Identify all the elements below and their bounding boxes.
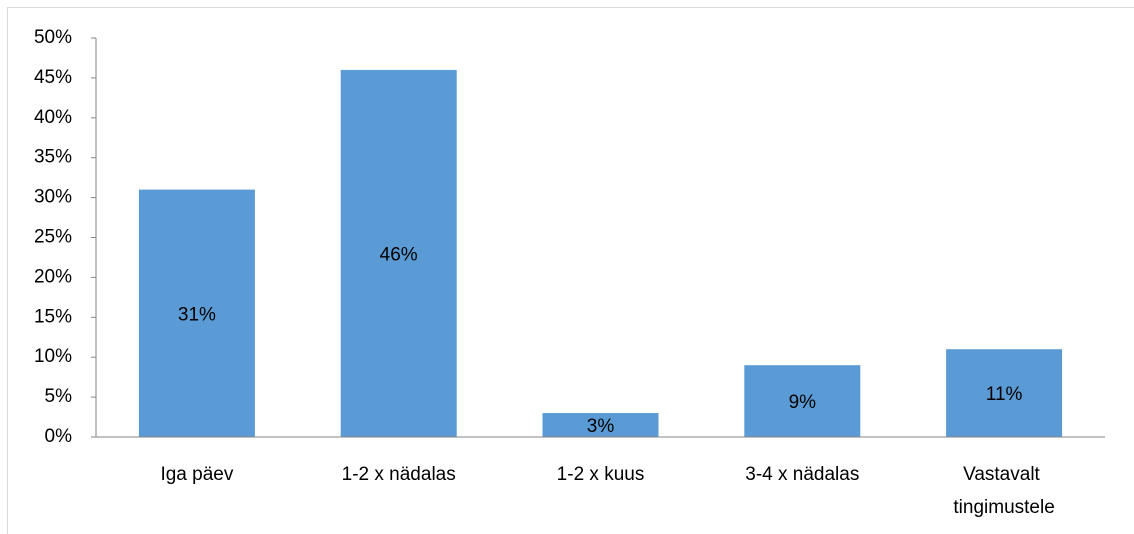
y-tick-label: 0%	[45, 426, 73, 447]
y-tick-label: 15%	[34, 306, 72, 327]
x-tick-label: 3-4 x nädalas	[745, 464, 859, 485]
data-label: 9%	[789, 392, 817, 413]
bar	[946, 349, 1063, 437]
x-tick-label: Vastavalt tingimustele	[953, 464, 1054, 518]
y-tick-label: 45%	[34, 67, 72, 88]
bar	[340, 69, 457, 438]
bar	[542, 413, 659, 437]
y-tick-label: 30%	[34, 187, 72, 208]
y-tick-label: 5%	[45, 386, 73, 407]
bar	[744, 365, 861, 437]
y-tick-label: 10%	[34, 346, 72, 367]
x-tick-label: 1-2 x nädalas	[342, 464, 456, 485]
y-tick-label: 20%	[34, 266, 72, 287]
y-tick-label: 35%	[34, 147, 72, 168]
y-tick-label: 50%	[34, 27, 72, 48]
y-tick-label: 40%	[34, 107, 72, 128]
x-tick-label: 1-2 x kuus	[557, 464, 645, 485]
y-tick-label: 25%	[34, 227, 72, 248]
x-tick-label: Iga päev	[160, 464, 233, 485]
data-label: 11%	[986, 384, 1023, 405]
data-label: 46%	[380, 244, 418, 265]
data-label: 31%	[178, 304, 216, 325]
data-label: 3%	[587, 416, 615, 437]
bar	[138, 189, 255, 437]
chart-frame	[7, 7, 1134, 534]
